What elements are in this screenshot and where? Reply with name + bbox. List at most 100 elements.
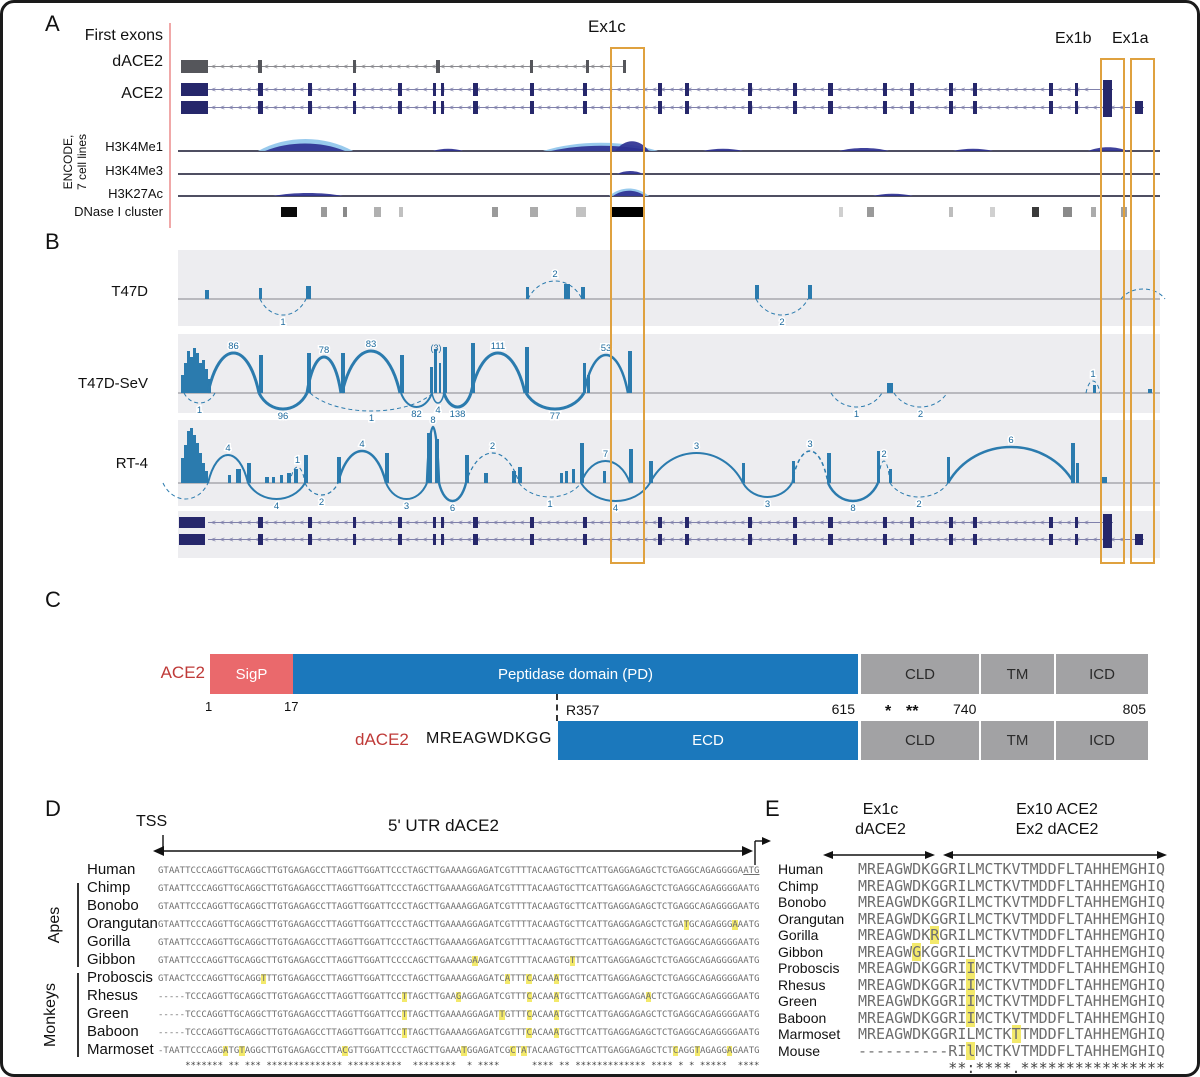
ACE2-isoform-1-exon <box>910 83 914 96</box>
junction-count: 1 <box>1090 369 1095 380</box>
ACE2-isoform-1-exon <box>748 83 752 96</box>
ACE2-isoform-1-exon <box>398 83 402 96</box>
gene-model-2-intron-line <box>208 539 1144 540</box>
alignment-row-e-mouse: ----------RIlMCTKVTMDDFLTAHHEMGHIQ <box>858 1041 1166 1060</box>
species-label-d: Green <box>87 1005 129 1022</box>
junction-count: 86 <box>228 341 239 352</box>
junction-count: 1 <box>197 405 202 416</box>
gene-model-1-exon <box>793 517 797 528</box>
consensus-row-e: **:****.**************** <box>858 1059 1166 1077</box>
dACE2-track-intron-line <box>208 66 626 67</box>
species-label-e: Gibbon <box>778 943 824 960</box>
gene-model-2-exon <box>308 534 312 545</box>
alignment-row-e-marmoset: MREAGWDKGGRILMCTKTTMDDFLTAHHEMGHIQ <box>858 1025 1166 1043</box>
dACE2-track-exon <box>436 60 440 73</box>
ex1c-dace2-header: Ex1c dACE2 <box>855 801 906 838</box>
ACE2-isoform-1-exon <box>258 83 263 96</box>
ACE2-isoform-1-exon <box>685 83 689 96</box>
junction-count: 2 <box>552 269 557 280</box>
r357-dashed-line <box>556 694 558 721</box>
panel-label-e: E <box>765 796 780 821</box>
dACE2-track-exon <box>530 60 533 73</box>
ACE2-isoform-2-exon <box>353 101 356 114</box>
dace2-track-label: dACE2 <box>112 53 163 70</box>
gene-model-1-exon <box>530 517 534 528</box>
ex1b-label: Ex1b <box>1055 30 1092 47</box>
gene-model-2-exon <box>949 534 953 545</box>
dnase-cluster-box <box>1063 207 1072 217</box>
ACE2-isoform-1-exon <box>530 83 534 96</box>
ACE2-isoform-2-exon <box>473 101 478 114</box>
gene-model-1-exon <box>883 517 887 528</box>
gene-model-1-exon <box>398 517 402 528</box>
junction-count: 8 <box>430 415 435 426</box>
gene-model-1-exon <box>685 517 689 528</box>
panel-e-header-arrows <box>823 851 1167 859</box>
ACE2-isoform-1-exon <box>949 83 953 96</box>
domain-ecd: ECD <box>558 721 858 760</box>
h3k4me3-label: H3K4Me3 <box>105 163 163 178</box>
alignment-row-d-bonobo: GTAATTCCCAGGTTGCAGGCTTGTGAGAGCCTTAGGTTGG… <box>158 902 760 912</box>
residue-615: 615 <box>831 701 855 717</box>
junction-count: 2 <box>916 499 921 510</box>
residue-17: 17 <box>284 699 299 714</box>
gene-model-2-exon <box>583 534 587 545</box>
junction-count: 1 <box>854 409 859 420</box>
dnase-label: DNase I cluster <box>74 204 163 219</box>
dnase-cluster-box <box>867 207 874 217</box>
gene-model-2-exon <box>398 534 402 545</box>
gene-model-2-exon <box>685 534 689 545</box>
gene-model-1-terminal-exon <box>1103 514 1112 531</box>
species-label-e: Green <box>778 993 817 1009</box>
panel-d-header-arrows <box>153 835 771 865</box>
junction-count: 138 <box>450 409 466 420</box>
junction-count: 4 <box>359 439 364 450</box>
ACE2-isoform-1-exon <box>883 83 887 96</box>
alignment-row-d-gorilla: GTAATTCCCAGGTTGCAGGCTTGTGAGAGCCTTAGGTTGG… <box>158 938 760 948</box>
gene-model-1-exon <box>748 517 752 528</box>
first-exons-label: First exons <box>84 27 163 44</box>
consensus-row-d: ******* ** *** ************** **********… <box>158 1061 760 1071</box>
species-label-e: Orangutan <box>778 910 845 927</box>
gene-model-2-exon <box>973 534 977 545</box>
dACE2-track-first-exon-box <box>181 60 208 73</box>
domain-cld: CLD <box>861 721 979 760</box>
junction-count: 4 <box>613 503 618 514</box>
alignment-row-e-baboon: MREAGWDKGGRIIMCTKVTMDDFLTAHHEMGHIQ <box>858 1008 1166 1027</box>
junction-count: 6 <box>450 503 455 514</box>
residue-r357: R357 <box>566 702 600 718</box>
residue-740: 740 <box>953 701 977 717</box>
gene-model-2-exon <box>353 534 356 545</box>
gene-model-1-exon <box>949 517 953 528</box>
dnase-cluster-box <box>343 207 347 217</box>
ex10-ex2-header: Ex10 ACE2 Ex2 dACE2 <box>1015 801 1099 838</box>
alignment-row-d-baboon: -----TCCCAGGTTGCAGGCTTGTGAGAGCCTTAGGTTGG… <box>158 1028 760 1038</box>
ACE2-isoform-1-exon <box>583 83 587 96</box>
panel-a-divider-line <box>169 23 171 228</box>
ACE2-isoform-2-exon <box>1075 101 1078 114</box>
junction-count: 8 <box>850 503 855 514</box>
dACE2-track-exon <box>353 60 356 73</box>
ACE2-isoform-1-exon <box>441 83 444 96</box>
species-label-d: Human <box>87 861 136 878</box>
junction-count: 7 <box>603 449 608 460</box>
dACE2-track-strand-arrows: <<<<<<<<<<<<<<<<<<<<<<<<<<<<<<<<<<<<<<<<… <box>211 61 617 71</box>
alignment-row-d-green: -----TCCCAGGTTGCAGGCTTGTGAGAGCCTTAGGTTGG… <box>158 1010 760 1020</box>
gene-model-1-exon <box>441 517 444 528</box>
junction-count: 2 <box>918 409 923 420</box>
dnase-cluster-box <box>1091 207 1096 217</box>
ACE2-isoform-1-strand-arrows: <<<<<<<<<<<<<<<<<<<<<<<<<<<<<<<<<<<<<<<<… <box>211 84 1093 94</box>
ACE2-isoform-2-exon <box>973 101 977 114</box>
gene-model-1-exon <box>828 517 833 528</box>
gene-model-2-terminal-exon <box>1135 534 1143 545</box>
dACE2-track-exon <box>586 60 589 73</box>
ACE2-isoform-2-exon <box>583 101 587 114</box>
panel-a-graphics: <<<<<<<<<<<<<<<<<<<<<<<<<<<<<<<<<<<<<<<<… <box>3 3 1197 1074</box>
ACE2-isoform-2-first-exon-box <box>181 101 208 114</box>
species-label-d: Baboon <box>87 1023 139 1040</box>
dnase-cluster-box <box>1032 207 1039 217</box>
sashimi-track-T47D: 1 2 2 <box>178 268 1166 330</box>
ACE2-isoform-1-exon <box>658 83 662 96</box>
histone-track-H3K4Me3 <box>178 171 1160 175</box>
junction-count: 1 <box>547 499 552 510</box>
